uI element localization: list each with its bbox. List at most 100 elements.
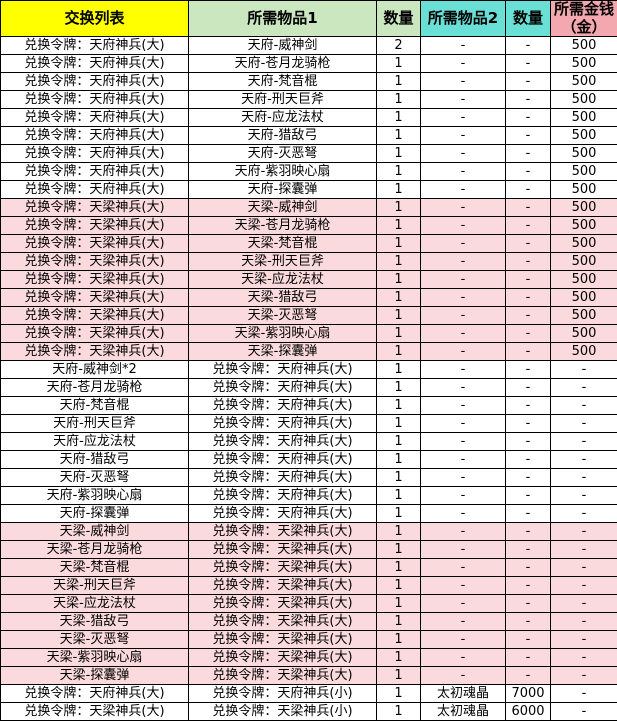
- cell-required-item-1: 兑换令牌：天府神兵(小): [188, 684, 377, 703]
- table-row: 兑换令牌：天梁神兵(大) 天梁-灭恶弩 1- -500: [0, 306, 617, 325]
- cell-quantity-1: 1: [376, 306, 421, 325]
- cell-exchange-list: 天梁-威神剑: [0, 522, 189, 541]
- table-row: 兑换令牌：天梁神兵(大) 天梁-探囊弹 1- -500: [0, 342, 617, 361]
- cell-quantity-2: -: [505, 612, 551, 631]
- cell-required-item-1: 天梁-威神剑: [188, 198, 377, 217]
- table-row: 兑换令牌：天梁神兵(大) 天梁-刑天巨斧 1- -500: [0, 252, 617, 271]
- cell-required-item-1: 兑换令牌：天梁神兵(大): [188, 522, 377, 541]
- cell-quantity-1: 1: [376, 396, 421, 415]
- cell-required-gold: 500: [550, 288, 617, 307]
- cell-quantity-1: 1: [376, 270, 421, 289]
- table-row: 兑换令牌：天府神兵(大) 天府-威神剑 2- -500: [0, 36, 617, 55]
- table-row: 兑换令牌：天府神兵(大) 天府-紫羽映心扇 1- -500: [0, 162, 617, 181]
- column-header-quantity-1: 数量: [376, 0, 421, 37]
- cell-exchange-list: 兑换令牌：天府神兵(大): [0, 36, 189, 55]
- cell-quantity-1: 1: [376, 468, 421, 487]
- cell-required-item-2: -: [420, 342, 506, 361]
- cell-required-item-2: -: [420, 468, 506, 487]
- table-row: 天府-紫羽映心扇 兑换令牌：天府神兵(大) 1- - -: [0, 486, 617, 505]
- cell-exchange-list: 兑换令牌：天梁神兵(大): [0, 234, 189, 253]
- cell-required-item-1: 天梁-灭恶弩: [188, 306, 377, 325]
- cell-quantity-2: -: [505, 54, 551, 73]
- cell-required-gold: -: [550, 450, 617, 469]
- cell-required-item-2: -: [420, 360, 506, 379]
- cell-quantity-2: -: [505, 90, 551, 109]
- cell-required-item-2: -: [420, 432, 506, 451]
- cell-exchange-list: 天府-刑天巨斧: [0, 414, 189, 433]
- cell-exchange-list: 天府-苍月龙骑枪: [0, 378, 189, 397]
- cell-quantity-1: 1: [376, 144, 421, 163]
- cell-quantity-2: -: [505, 522, 551, 541]
- cell-exchange-list: 天府-灭恶弩: [0, 468, 189, 487]
- cell-exchange-list: 兑换令牌：天府神兵(大): [0, 108, 189, 127]
- cell-required-gold: 500: [550, 270, 617, 289]
- column-header-required-gold: 所需金钱（金）: [550, 0, 617, 37]
- cell-required-gold: 500: [550, 36, 617, 55]
- cell-exchange-list: 兑换令牌：天梁神兵(大): [0, 198, 189, 217]
- column-header-required-item-1: 所需物品1: [188, 0, 377, 37]
- cell-exchange-list: 兑换令牌：天梁神兵(大): [0, 306, 189, 325]
- cell-required-item-2: -: [420, 288, 506, 307]
- cell-required-item-1: 天府-威神剑: [188, 36, 377, 55]
- table-row: 天府-猎敌弓 兑换令牌：天府神兵(大) 1- - -: [0, 450, 617, 469]
- table-row: 天梁-苍月龙骑枪 兑换令牌：天梁神兵(大) 1- - -: [0, 540, 617, 559]
- cell-required-gold: 500: [550, 54, 617, 73]
- cell-required-item-2: -: [420, 54, 506, 73]
- cell-required-item-2: -: [420, 306, 506, 325]
- cell-required-gold: -: [550, 504, 617, 523]
- cell-required-gold: 500: [550, 342, 617, 361]
- cell-required-item-2: -: [420, 180, 506, 199]
- cell-required-item-1: 兑换令牌：天梁神兵(大): [188, 666, 377, 685]
- table-row: 天梁-应龙法杖 兑换令牌：天梁神兵(大) 1- - -: [0, 594, 617, 613]
- cell-quantity-2: -: [505, 378, 551, 397]
- cell-exchange-list: 兑换令牌：天府神兵(大): [0, 72, 189, 91]
- table-row: 天府-探囊弹 兑换令牌：天府神兵(大) 1- - -: [0, 504, 617, 523]
- cell-required-item-2: -: [420, 522, 506, 541]
- cell-quantity-1: 1: [376, 54, 421, 73]
- table-row: 天府-应龙法杖 兑换令牌：天府神兵(大) 1- - -: [0, 432, 617, 451]
- column-header-exchange-list: 交换列表: [0, 0, 189, 37]
- cell-required-item-2: -: [420, 216, 506, 235]
- table-row: 天梁-灭恶弩 兑换令牌：天梁神兵(大) 1- - -: [0, 630, 617, 649]
- cell-required-item-2: -: [420, 198, 506, 217]
- cell-quantity-1: 1: [376, 126, 421, 145]
- cell-required-item-1: 兑换令牌：天府神兵(大): [188, 468, 377, 487]
- cell-required-item-2: -: [420, 126, 506, 145]
- cell-quantity-2: -: [505, 540, 551, 559]
- cell-required-gold: 500: [550, 90, 617, 109]
- cell-required-item-1: 天府-应龙法杖: [188, 108, 377, 127]
- cell-quantity-1: 1: [376, 324, 421, 343]
- cell-quantity-1: 1: [376, 648, 421, 667]
- cell-required-gold: 500: [550, 216, 617, 235]
- cell-quantity-1: 1: [376, 558, 421, 577]
- cell-required-gold: -: [550, 486, 617, 505]
- cell-exchange-list: 天梁-猎敌弓: [0, 612, 189, 631]
- cell-required-gold: -: [550, 558, 617, 577]
- cell-required-gold: -: [550, 540, 617, 559]
- cell-quantity-1: 1: [376, 72, 421, 91]
- cell-exchange-list: 兑换令牌：天府神兵(大): [0, 90, 189, 109]
- cell-required-item-1: 兑换令牌：天府神兵(大): [188, 486, 377, 505]
- cell-required-item-2: -: [420, 270, 506, 289]
- cell-exchange-list: 兑换令牌：天梁神兵(大): [0, 216, 189, 235]
- cell-quantity-2: -: [505, 126, 551, 145]
- cell-required-item-1: 天府-灭恶弩: [188, 144, 377, 163]
- cell-required-gold: 500: [550, 72, 617, 91]
- cell-exchange-list: 兑换令牌：天梁神兵(大): [0, 702, 189, 721]
- cell-quantity-2: -: [505, 108, 551, 127]
- cell-required-item-2: -: [420, 540, 506, 559]
- cell-quantity-1: 1: [376, 198, 421, 217]
- cell-quantity-1: 1: [376, 162, 421, 181]
- cell-quantity-2: -: [505, 270, 551, 289]
- cell-required-gold: 500: [550, 162, 617, 181]
- cell-required-item-2: -: [420, 414, 506, 433]
- cell-required-gold: -: [550, 576, 617, 595]
- cell-required-item-1: 兑换令牌：天府神兵(大): [188, 432, 377, 451]
- cell-required-item-1: 兑换令牌：天府神兵(大): [188, 360, 377, 379]
- cell-required-item-1: 天梁-刑天巨斧: [188, 252, 377, 271]
- cell-required-item-1: 天府-刑天巨斧: [188, 90, 377, 109]
- cell-required-item-2: -: [420, 72, 506, 91]
- cell-required-item-1: 天梁-猎敌弓: [188, 288, 377, 307]
- cell-required-item-2: -: [420, 162, 506, 181]
